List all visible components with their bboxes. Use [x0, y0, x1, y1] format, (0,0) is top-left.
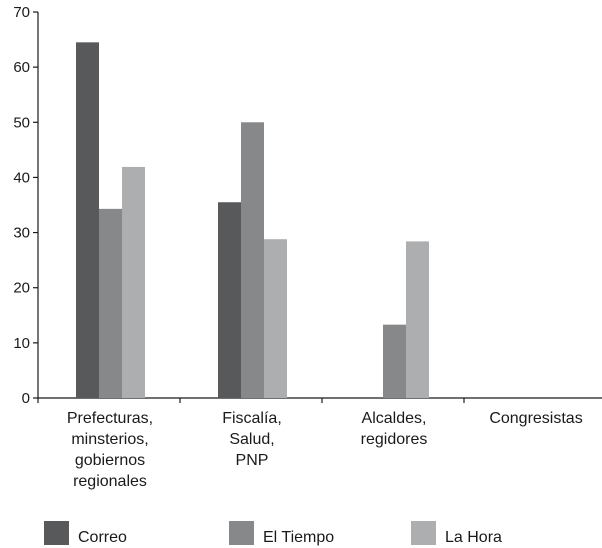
y-tick-label: 50 [13, 114, 30, 131]
y-tick-label: 10 [13, 335, 30, 352]
bar-correo [218, 202, 241, 398]
x-category-label: Fiscalía, Salud, PNP [222, 410, 282, 469]
legend-swatch [411, 521, 436, 545]
bar-la-hora [264, 239, 287, 398]
y-tick-label: 0 [22, 390, 30, 407]
y-tick-label: 70 [13, 4, 30, 21]
x-category-label: Alcaldes, regidores [361, 410, 428, 448]
bar-la-hora [406, 241, 429, 398]
y-tick-label: 30 [13, 225, 30, 242]
bar-el-tiempo [383, 324, 406, 398]
y-tick-label: 40 [13, 169, 30, 186]
legend-label: El Tiempo [263, 529, 334, 546]
legend-swatch [44, 521, 69, 545]
legend-label: La Hora [445, 529, 502, 546]
y-tick-label: 60 [13, 59, 30, 76]
x-category-label: Congresistas [489, 410, 582, 427]
legend: Correo El Tiempo La Hora [44, 521, 502, 546]
category-labels: Prefecturas, minsterios, gobiernos regional… [67, 410, 583, 490]
bar-correo [76, 42, 99, 398]
bars [76, 42, 429, 399]
legend-label: Correo [78, 529, 127, 546]
bar-el-tiempo [99, 208, 122, 398]
bar-el-tiempo [241, 122, 264, 399]
legend-swatch [229, 521, 254, 545]
bar-la-hora [122, 166, 145, 398]
x-category-label: Prefecturas, minsterios, gobiernos regional… [67, 410, 153, 490]
y-tick-label: 20 [13, 280, 30, 297]
